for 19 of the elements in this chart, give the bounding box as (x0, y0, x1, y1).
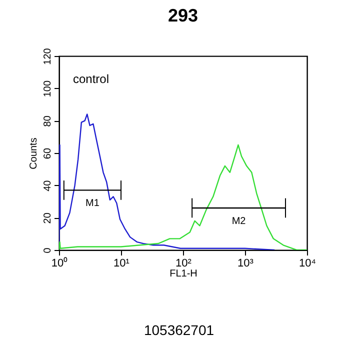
series-label: M2 (232, 216, 246, 227)
x-tick-label: 10² (176, 258, 192, 270)
y-tick-label: 120 (42, 48, 54, 65)
chart-title: 293 (168, 6, 198, 26)
x-tick-label: 10³ (238, 258, 254, 270)
y-axis-title: Counts (28, 138, 40, 170)
annotation: control (73, 72, 110, 86)
x-axis-title: FL1-H (170, 268, 198, 280)
y-tick-label: 40 (42, 180, 54, 192)
x-tick-label: 10¹ (114, 258, 130, 270)
y-tick-label: 20 (42, 212, 54, 224)
y-tick-label: 60 (42, 148, 54, 160)
y-tick-label: 100 (42, 80, 54, 98)
series-label: M1 (86, 198, 100, 210)
x-tick-label: 10⁴ (299, 258, 316, 270)
x-tick-label: 10⁰ (51, 256, 68, 270)
y-tick-label: 80 (42, 115, 54, 127)
y-tick-label: 0 (42, 247, 54, 254)
text: 105362701 (144, 322, 214, 338)
